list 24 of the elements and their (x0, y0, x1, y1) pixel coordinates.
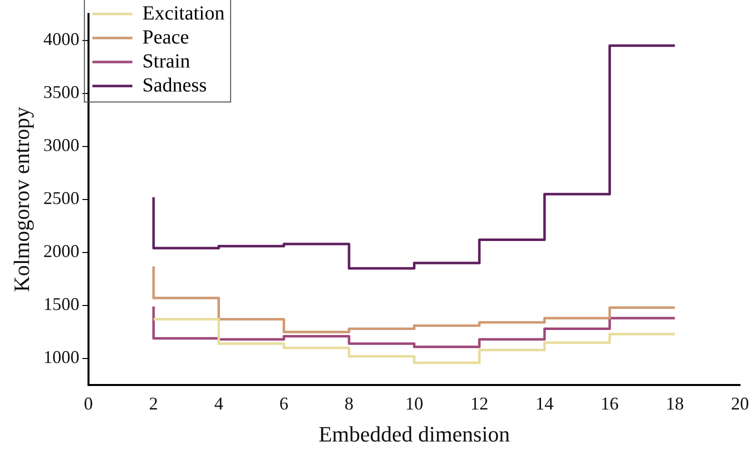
y-axis-title: Kolmogorov entropy (8, 106, 34, 292)
legend-label: Strain (142, 50, 190, 72)
x-tick-label: 2 (149, 394, 158, 414)
y-tick-label: 2000 (43, 241, 80, 262)
x-tick-label: 4 (214, 394, 224, 414)
x-tick-label: 14 (536, 394, 554, 414)
y-tick-label: 1500 (43, 294, 80, 314)
x-tick-label: 10 (405, 394, 424, 414)
legend-label: Excitation (142, 2, 225, 24)
y-tick-label: 4000 (43, 29, 80, 50)
x-tick-label: 16 (600, 394, 619, 414)
x-tick-label: 12 (470, 394, 488, 414)
y-tick-label: 3500 (43, 82, 80, 102)
x-tick-label: 20 (731, 394, 749, 414)
x-tick-label: 8 (344, 394, 354, 414)
y-tick-label: 1000 (43, 347, 80, 368)
legend-label: Sadness (142, 74, 208, 96)
x-tick-label: 18 (666, 394, 684, 414)
legend-label: Peace (142, 26, 190, 48)
x-axis-title: Embedded dimension (318, 422, 510, 447)
x-tick-label: 6 (279, 394, 288, 414)
x-tick-label: 0 (84, 394, 93, 414)
y-tick-label: 2500 (43, 188, 80, 208)
y-tick-label: 3000 (43, 135, 80, 156)
